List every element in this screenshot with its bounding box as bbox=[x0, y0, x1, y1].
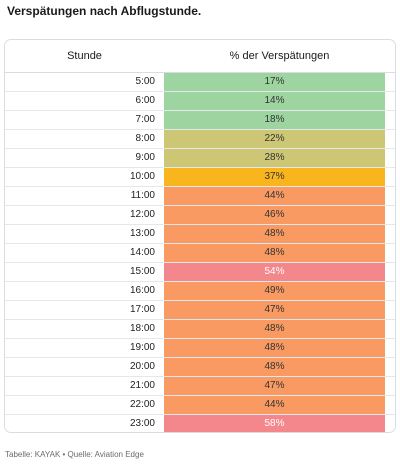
table-row: 14:00 48% bbox=[5, 244, 395, 263]
delay-percent-cell: 48% bbox=[164, 244, 385, 262]
hour-cell: 18:00 bbox=[129, 323, 155, 334]
hour-cell: 9:00 bbox=[135, 152, 155, 163]
delay-percent-cell: 37% bbox=[164, 168, 385, 186]
hour-cell: 22:00 bbox=[129, 399, 155, 410]
source-caption: Tabelle: KAYAK • Quelle: Aviation Edge bbox=[5, 450, 144, 459]
table-row: 11:00 44% bbox=[5, 187, 395, 206]
hour-cell: 8:00 bbox=[135, 133, 155, 144]
hour-cell: 12:00 bbox=[129, 209, 155, 220]
hour-cell: 15:00 bbox=[129, 266, 155, 277]
hour-cell: 20:00 bbox=[129, 361, 155, 372]
table-row: 19:00 48% bbox=[5, 339, 395, 358]
delay-percent-cell: 58% bbox=[164, 415, 385, 432]
delay-percent-cell: 47% bbox=[164, 301, 385, 319]
delay-percent-cell: 28% bbox=[164, 149, 385, 167]
delay-percent-cell: 47% bbox=[164, 377, 385, 395]
table-row: 5:00 17% bbox=[5, 73, 395, 92]
table-row: 10:00 37% bbox=[5, 168, 395, 187]
table-row: 17:00 47% bbox=[5, 301, 395, 320]
hour-cell: 10:00 bbox=[129, 171, 155, 182]
table-row: 18:00 48% bbox=[5, 320, 395, 339]
hour-cell: 5:00 bbox=[135, 76, 155, 87]
delay-percent-cell: 14% bbox=[164, 92, 385, 110]
page-title: Verspätungen nach Abflugstunde. bbox=[7, 4, 202, 18]
delay-percent-cell: 22% bbox=[164, 130, 385, 148]
hour-cell: 13:00 bbox=[129, 228, 155, 239]
hour-cell: 11:00 bbox=[130, 190, 155, 201]
table-row: 23:00 58% bbox=[5, 415, 395, 432]
table-header: Stunde % der Verspätungen bbox=[5, 40, 395, 73]
table-row: 13:00 48% bbox=[5, 225, 395, 244]
table-row: 21:00 47% bbox=[5, 377, 395, 396]
table-row: 22:00 44% bbox=[5, 396, 395, 415]
table-row: 20:00 48% bbox=[5, 358, 395, 377]
table-row: 6:00 14% bbox=[5, 92, 395, 111]
delay-percent-cell: 17% bbox=[164, 73, 385, 91]
delay-percent-cell: 48% bbox=[164, 225, 385, 243]
hour-cell: 23:00 bbox=[129, 418, 155, 429]
hour-cell: 14:00 bbox=[129, 247, 155, 258]
table-row: 9:00 28% bbox=[5, 149, 395, 168]
delay-percent-cell: 18% bbox=[164, 111, 385, 129]
delay-percent-cell: 54% bbox=[164, 263, 385, 281]
delay-percent-cell: 48% bbox=[164, 358, 385, 376]
hour-cell: 21:00 bbox=[129, 380, 155, 391]
delay-percent-cell: 44% bbox=[164, 187, 385, 205]
column-header-percent[interactable]: % der Verspätungen bbox=[229, 50, 330, 62]
table-row: 16:00 49% bbox=[5, 282, 395, 301]
hour-cell: 16:00 bbox=[129, 285, 155, 296]
table-row: 7:00 18% bbox=[5, 111, 395, 130]
hour-cell: 17:00 bbox=[129, 304, 155, 315]
delay-percent-cell: 48% bbox=[164, 320, 385, 338]
column-header-hour[interactable]: Stunde bbox=[67, 50, 102, 62]
table-row: 8:00 22% bbox=[5, 130, 395, 149]
table-body: 5:00 17% 6:00 14% 7:00 18% 8:00 22% 9:00 28% 10:00… bbox=[5, 73, 395, 432]
delay-percent-cell: 44% bbox=[164, 396, 385, 414]
table-row: 12:00 46% bbox=[5, 206, 395, 225]
delay-percent-cell: 48% bbox=[164, 339, 385, 357]
hour-cell: 6:00 bbox=[135, 95, 155, 106]
delay-percent-cell: 49% bbox=[164, 282, 385, 300]
delay-percent-cell: 46% bbox=[164, 206, 385, 224]
hour-cell: 19:00 bbox=[129, 342, 155, 353]
hour-cell: 7:00 bbox=[135, 114, 155, 125]
table-row: 15:00 54% bbox=[5, 263, 395, 282]
delay-table: Stunde % der Verspätungen 5:00 17% 6:00 14%… bbox=[4, 39, 396, 433]
